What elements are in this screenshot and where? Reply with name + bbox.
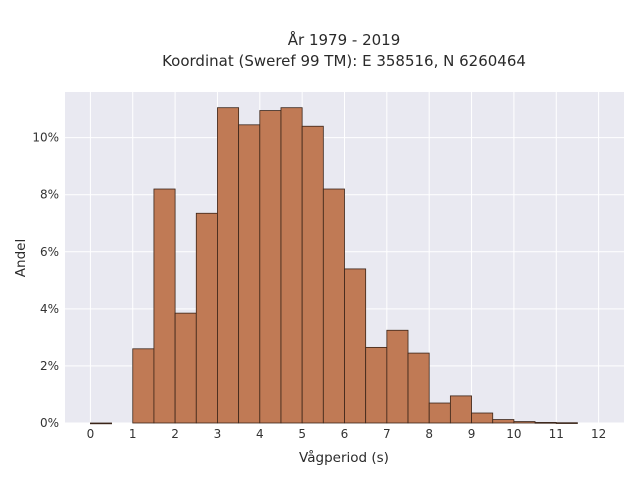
histogram-bar	[386, 329, 409, 424]
x-tick-label: 1	[129, 427, 137, 441]
x-tick-label: 4	[256, 427, 264, 441]
histogram-bar	[322, 188, 345, 424]
x-axis-ticks: 0 1 2 3 4 5 6 7 8 9 10 11 12	[87, 427, 607, 441]
x-tick-label: 2	[171, 427, 179, 441]
x-axis-label: Vågperiod (s)	[299, 449, 389, 466]
x-tick-label: 6	[341, 427, 349, 441]
x-tick-label: 12	[591, 427, 606, 441]
histogram-bar	[513, 421, 536, 424]
histogram-bar	[238, 124, 261, 424]
histogram-bar	[471, 412, 494, 424]
histogram-bar	[217, 107, 240, 424]
histogram-bar	[492, 419, 515, 424]
x-tick-label: 7	[383, 427, 391, 441]
x-tick-label: 8	[425, 427, 433, 441]
x-tick-label: 5	[298, 427, 306, 441]
histogram-bar	[555, 422, 578, 424]
y-tick-label: 10%	[32, 131, 59, 145]
histogram-bar	[428, 402, 451, 424]
x-tick-label: 9	[468, 427, 476, 441]
y-tick-label: 2%	[40, 359, 59, 373]
histogram-bar	[534, 422, 557, 424]
x-tick-label: 3	[214, 427, 222, 441]
y-tick-label: 0%	[40, 416, 59, 430]
y-tick-label: 4%	[40, 302, 59, 316]
histogram-bar	[280, 107, 303, 424]
y-tick-label: 6%	[40, 245, 59, 259]
x-tick-label: 11	[549, 427, 564, 441]
histogram-bar	[407, 352, 430, 424]
chart-title-line-1: År 1979 - 2019	[288, 30, 401, 49]
histogram-bar	[153, 188, 176, 424]
chart-title-line-2: Koordinat (Sweref 99 TM): E 358516, N 62…	[162, 52, 526, 70]
histogram-bar	[449, 395, 472, 424]
histogram-bar	[90, 422, 112, 425]
histogram-bar	[259, 110, 282, 424]
histogram-bar	[344, 268, 367, 424]
y-tick-label: 8%	[40, 188, 59, 202]
histogram-bar	[195, 212, 218, 424]
bars	[90, 107, 578, 425]
histogram-bar	[132, 348, 155, 424]
x-tick-label: 10	[506, 427, 521, 441]
y-axis-label: Andel	[13, 239, 29, 277]
y-axis-ticks: 0% 2% 4% 6% 8% 10%	[32, 131, 59, 430]
histogram-bar	[365, 346, 388, 424]
histogram-bar	[174, 312, 197, 424]
x-tick-label: 0	[87, 427, 95, 441]
histogram-bar	[301, 125, 324, 424]
